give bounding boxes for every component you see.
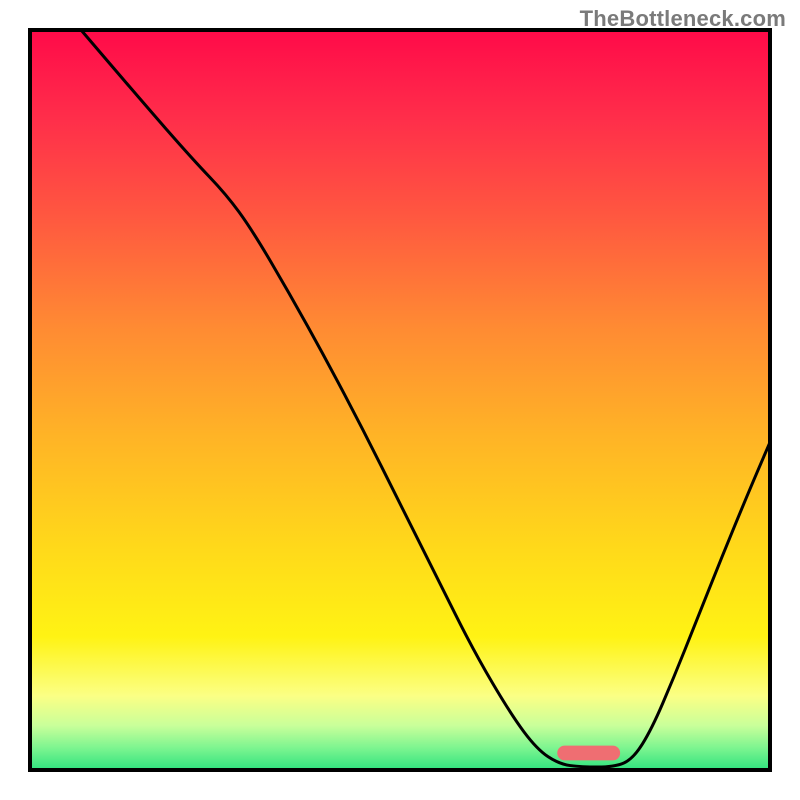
figure-container: TheBottleneck.com (0, 0, 800, 800)
optimal-marker (557, 746, 620, 761)
bottleneck-chart (0, 0, 800, 800)
plot-area (30, 30, 770, 770)
watermark-text: TheBottleneck.com (580, 6, 786, 32)
gradient-background (30, 30, 770, 770)
